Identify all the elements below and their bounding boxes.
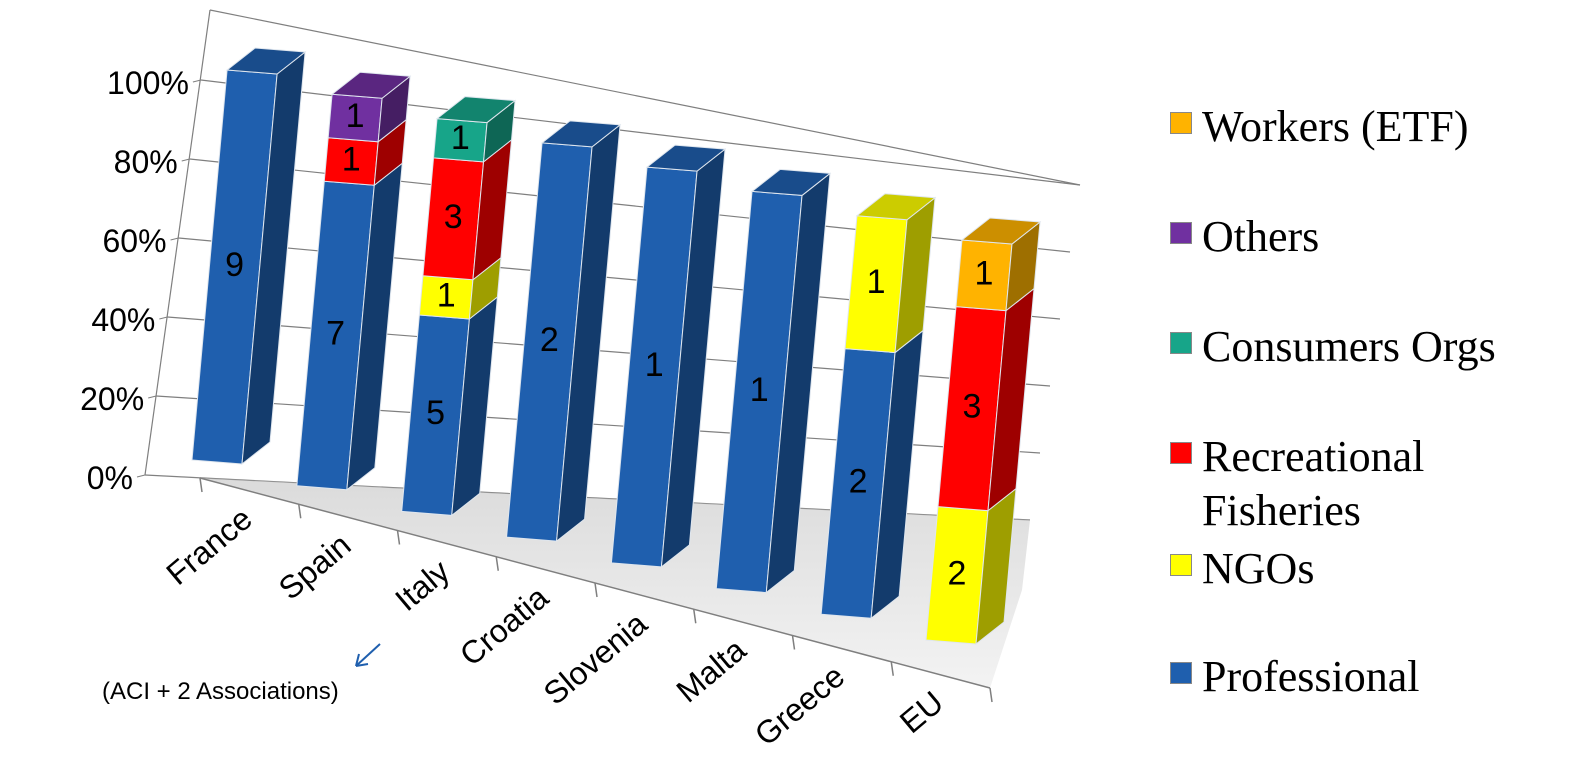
legend-swatch bbox=[1170, 662, 1192, 684]
chart-floor bbox=[145, 475, 1030, 688]
y-tick-label: 40% bbox=[91, 302, 155, 338]
x-tick-mark bbox=[989, 687, 993, 703]
y-tick-mark bbox=[159, 316, 168, 320]
italy-annotation: (ACI + 2 Associations) bbox=[102, 643, 381, 705]
y-tick-mark bbox=[148, 395, 157, 399]
wall-left-edge bbox=[144, 9, 211, 476]
x-tick-mark bbox=[298, 504, 302, 519]
legend-item-ngos: NGOs bbox=[1170, 542, 1314, 596]
data-label: 1 bbox=[342, 141, 361, 179]
legend-label: NGOs bbox=[1202, 544, 1315, 593]
legend-item-consumers: Consumers Orgs bbox=[1170, 320, 1496, 374]
y-tick-mark bbox=[192, 79, 202, 83]
data-label: 5 bbox=[426, 394, 445, 432]
x-category-label: Greece bbox=[748, 658, 852, 753]
data-label: 1 bbox=[975, 254, 994, 292]
legend-label: Professional bbox=[1202, 652, 1420, 701]
x-tick-mark bbox=[396, 530, 401, 545]
data-label: 2 bbox=[948, 554, 967, 592]
floor bbox=[145, 475, 1030, 688]
x-category-label: Slovenia bbox=[537, 605, 654, 712]
data-label: 1 bbox=[867, 263, 886, 301]
bar-segment-top bbox=[750, 168, 832, 196]
data-label: 9 bbox=[225, 246, 244, 284]
legend-swatch bbox=[1170, 554, 1192, 576]
legend-swatch bbox=[1170, 112, 1192, 134]
legend-label: Workers (ETF) bbox=[1202, 102, 1469, 151]
data-label: 1 bbox=[750, 371, 769, 409]
y-tick-label: 20% bbox=[80, 381, 144, 417]
x-tick-mark bbox=[791, 635, 796, 650]
legend-swatch bbox=[1170, 442, 1192, 464]
x-tick-mark bbox=[199, 477, 203, 493]
bars: 9 7 1 1 5 1 3 1 2 1 1 2 1 2 3 1 bbox=[191, 47, 1042, 646]
bar-segment-top bbox=[435, 96, 517, 124]
y-tick-mark bbox=[136, 474, 146, 478]
annotation-arrow-line bbox=[355, 643, 381, 667]
y-tick-mark bbox=[170, 237, 179, 241]
y-tick-label: 60% bbox=[102, 223, 166, 259]
x-category-label: Croatia bbox=[453, 579, 555, 673]
x-category-label: Italy bbox=[388, 553, 456, 618]
data-label: 2 bbox=[540, 321, 559, 359]
x-tick-mark bbox=[495, 556, 499, 571]
y-tick-label: 80% bbox=[114, 144, 178, 180]
data-label: 2 bbox=[849, 462, 868, 500]
data-label: 7 bbox=[326, 314, 345, 352]
legend-swatch bbox=[1170, 332, 1192, 354]
y-tick-mark bbox=[181, 158, 190, 162]
legend-label: Recreational Fisheries bbox=[1202, 432, 1425, 535]
data-label: 1 bbox=[451, 119, 470, 157]
bar-segment-top bbox=[330, 71, 412, 99]
legend-swatch bbox=[1170, 222, 1192, 244]
x-category-label: France bbox=[159, 500, 258, 592]
annotation-arrow-head bbox=[355, 653, 369, 667]
x-tick-mark bbox=[594, 582, 598, 598]
wall-top-edge bbox=[209, 9, 1081, 186]
bar-segment-top bbox=[225, 47, 307, 75]
x-category-label: Malta bbox=[669, 631, 752, 709]
annotation-text: (ACI + 2 Associations) bbox=[102, 678, 339, 705]
data-label: 3 bbox=[444, 198, 463, 236]
x-tick-mark bbox=[890, 661, 894, 676]
legend-item-professional: Professional bbox=[1170, 650, 1420, 704]
legend-label: Others bbox=[1202, 212, 1320, 261]
legend-item-others: Others bbox=[1170, 210, 1319, 264]
legend-label: Consumers Orgs bbox=[1202, 322, 1496, 371]
bar-segment-top bbox=[960, 217, 1042, 245]
bar-segment-top bbox=[855, 193, 937, 221]
x-tick-mark bbox=[693, 609, 697, 624]
data-label: 1 bbox=[437, 276, 456, 314]
bar-segment-top bbox=[645, 144, 727, 172]
data-label: 3 bbox=[963, 388, 982, 426]
data-label: 1 bbox=[645, 346, 664, 384]
x-category-label: EU bbox=[893, 684, 950, 740]
legend-item-recreational: Recreational Fisheries bbox=[1170, 430, 1424, 538]
y-tick-label: 0% bbox=[87, 460, 133, 496]
data-label: 1 bbox=[346, 97, 365, 135]
legend-item-workers: Workers (ETF) bbox=[1170, 100, 1469, 154]
axes bbox=[136, 79, 993, 703]
bar-segment-top bbox=[540, 120, 622, 148]
y-tick-label: 100% bbox=[107, 65, 189, 101]
x-category-label: Spain bbox=[272, 526, 358, 606]
